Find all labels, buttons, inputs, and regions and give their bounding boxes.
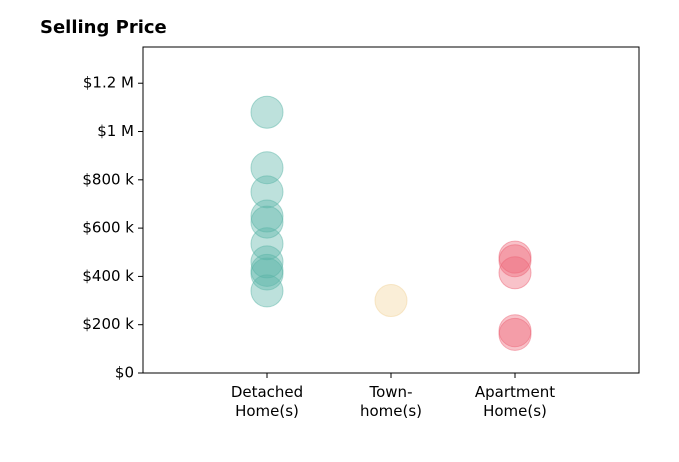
y-tick-label: $1.2 M <box>83 74 134 92</box>
x-tick-label: Detached Home(s) <box>231 383 303 420</box>
y-tick-label: $400 k <box>82 267 134 285</box>
x-tick-label: Apartment Home(s) <box>475 383 555 420</box>
y-tick-label: $0 <box>115 364 134 382</box>
y-tick-label: $600 k <box>82 219 134 237</box>
point <box>374 284 408 318</box>
y-tick-label: $200 k <box>82 315 134 333</box>
point <box>250 245 284 279</box>
point <box>250 257 284 291</box>
point <box>250 274 284 308</box>
point <box>250 227 284 261</box>
point <box>498 317 532 351</box>
y-tick-label: $1 M <box>97 122 134 140</box>
y-tick-label: $800 k <box>82 170 134 188</box>
plot-frame <box>142 46 640 374</box>
point <box>498 256 532 290</box>
x-tick-label: Town-home(s) <box>360 383 422 420</box>
point <box>250 175 284 209</box>
chart-title: Selling Price <box>40 17 167 38</box>
point <box>250 95 284 129</box>
point <box>250 151 284 185</box>
point <box>498 244 532 278</box>
